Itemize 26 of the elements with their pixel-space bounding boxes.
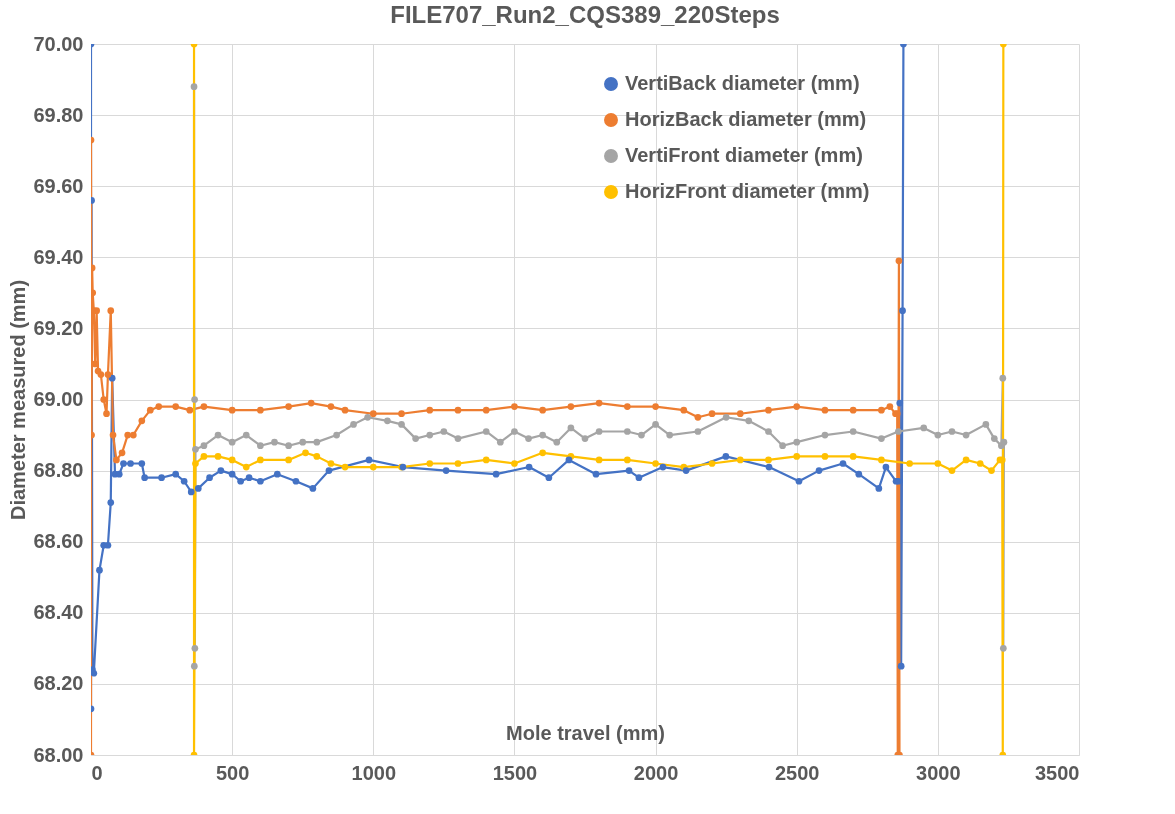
legend-label: VertiFront diameter (mm) <box>625 144 863 166</box>
y-tick-label: 68.20 <box>33 672 84 695</box>
y-axis-title: Diameter measured (mm) <box>7 279 30 521</box>
legend-label: HorizFront diameter (mm) <box>625 180 870 202</box>
y-tick-label: 69.60 <box>33 174 84 197</box>
y-tick-label: 68.80 <box>33 459 84 482</box>
y-tick-label: 69.80 <box>33 103 84 126</box>
y-tick-label: 69.40 <box>33 245 84 268</box>
x-tick-label: 1000 <box>351 761 397 784</box>
chart-title: FILE707_Run2_CQS389_220Steps <box>390 1 780 28</box>
x-tick-label: 1500 <box>492 761 538 784</box>
y-tick-label: 68.60 <box>33 530 84 553</box>
x-tick-label: 2500 <box>774 761 820 784</box>
y-tick-label: 70.00 <box>33 32 84 55</box>
x-tick-label: 3000 <box>916 761 961 784</box>
legend-label: HorizBack diameter (mm) <box>625 108 867 130</box>
x-tick-label: 2000 <box>633 761 679 784</box>
y-tick-label: 68.40 <box>33 601 84 624</box>
x-tick-label: 500 <box>215 761 250 784</box>
y-tick-label: 69.20 <box>33 316 84 339</box>
x-tick-label: 0 <box>91 761 103 784</box>
x-axis-title: Mole travel (mm) <box>506 721 665 744</box>
y-tick-label: 68.00 <box>33 743 84 766</box>
x-tick-label: 3500 <box>1035 761 1080 784</box>
legend-label: VertiBack diameter (mm) <box>625 72 860 94</box>
y-tick-label: 69.00 <box>33 388 84 410</box>
